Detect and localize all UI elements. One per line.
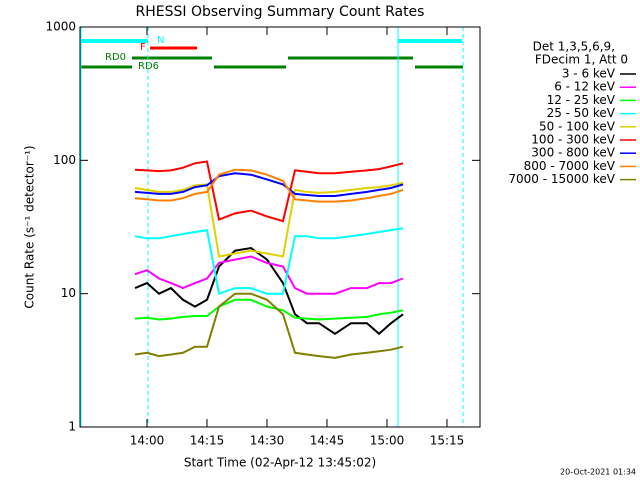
series-line [134, 172, 404, 197]
y-tick-label: 1000 [45, 20, 76, 34]
annotation: RD6 [138, 61, 159, 72]
legend-label: 6 - 12 keV [554, 80, 616, 94]
series-line [134, 292, 404, 359]
x-axis-label: Start Time (02-Apr-12 13:45:02) [184, 456, 376, 470]
chart-title: RHESSI Observing Summary Count Rates [136, 4, 425, 20]
x-tick-label: 15:00 [370, 434, 405, 448]
legend-label: 300 - 800 keV [531, 146, 615, 160]
series-line [134, 181, 404, 258]
x-tick-label: 15:15 [430, 434, 465, 448]
timestamp: 20-Oct-2021 01:34 [560, 468, 636, 477]
x-tick-label: 14:45 [310, 434, 345, 448]
series-line [134, 168, 404, 203]
annotation: F [140, 42, 146, 53]
y-tick-label: 10 [61, 286, 76, 300]
legend-label: 25 - 50 keV [547, 106, 616, 120]
legend-label: 50 - 100 keV [539, 119, 616, 133]
x-tick-label: 14:00 [130, 434, 165, 448]
legend-label: 800 - 7000 keV [524, 159, 616, 173]
legend-header: FDecim 1, Att 0 [535, 53, 628, 67]
legend-header: Det 1,3,5,6,9, [533, 40, 615, 54]
plot-frame [79, 26, 481, 428]
legend-label: 12 - 25 keV [547, 93, 616, 107]
annotation: RD0 [105, 52, 126, 63]
legend-label: 3 - 6 keV [562, 67, 616, 81]
y-tick-label: 100 [53, 153, 76, 167]
y-axis-label: Count Rate (s⁻¹ detector⁻¹) [23, 145, 37, 308]
x-tick-label: 14:15 [190, 434, 225, 448]
legend-label: 100 - 300 keV [531, 133, 615, 147]
x-tick-label: 14:30 [250, 434, 285, 448]
series-line [134, 298, 404, 321]
series-line [134, 227, 404, 296]
legend-label: 7000 - 15000 keV [508, 172, 615, 186]
series-line [134, 255, 404, 295]
y-tick-label: 1 [68, 420, 76, 434]
series-line [134, 160, 404, 223]
series-line [134, 246, 404, 336]
annotation: N [157, 35, 164, 46]
